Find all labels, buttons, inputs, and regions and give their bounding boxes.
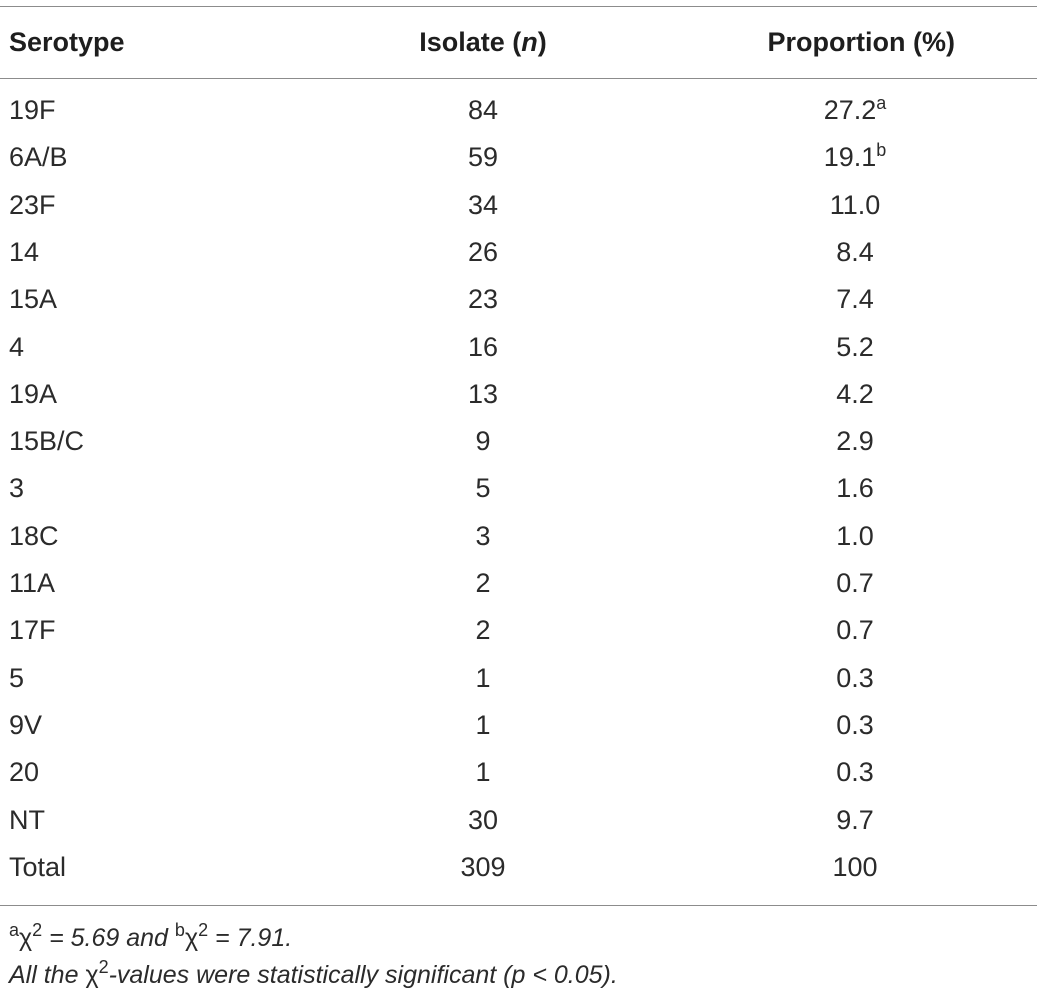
chi-square-exponent: 2 xyxy=(32,920,43,940)
footnote-mark: a xyxy=(876,93,887,113)
cell-proportion: 0.7 xyxy=(755,614,955,646)
cell-serotype: NT xyxy=(9,805,45,835)
cell-serotype: 15A xyxy=(9,284,58,314)
cell-serotype: 18C xyxy=(9,521,59,551)
proportion-value: 0.3 xyxy=(836,710,874,740)
cell-isolate: 59 xyxy=(467,142,499,172)
header-isolate-n: n xyxy=(521,27,538,57)
cell-isolate: 84 xyxy=(467,95,499,125)
proportion-value: 11.0 xyxy=(829,190,881,220)
cell-isolate: 26 xyxy=(467,237,499,267)
cell-isolate: 9 xyxy=(475,426,491,456)
cell-isolate: 1 xyxy=(475,757,491,787)
table-bottom-rule xyxy=(0,905,1037,906)
cell-proportion: 11.0 xyxy=(755,189,955,221)
cell-proportion: 4.2 xyxy=(755,378,955,410)
chi-symbol: χ xyxy=(85,961,99,989)
proportion-value: 7.4 xyxy=(836,284,874,314)
table-header-rule xyxy=(0,78,1037,79)
cell-proportion: 1.0 xyxy=(755,520,955,552)
cell-isolate: 1 xyxy=(475,663,491,693)
cell-isolate: 1 xyxy=(475,710,491,740)
cell-serotype: 14 xyxy=(9,237,40,267)
footnote-significance: All the χ2-values were statistically sig… xyxy=(9,957,618,991)
cell-proportion: 19.1b xyxy=(755,141,955,173)
proportion-value: 0.7 xyxy=(836,568,874,598)
cell-serotype: 23F xyxy=(9,190,56,220)
cell-proportion: 0.3 xyxy=(755,709,955,741)
footnote-significance-pre: All the xyxy=(9,961,86,989)
cell-proportion: 5.2 xyxy=(755,331,955,363)
chi-square-exponent: 2 xyxy=(198,920,209,940)
footnote-text-b: = 7.91. xyxy=(208,924,293,952)
cell-serotype: 3 xyxy=(9,473,25,503)
header-isolate-suffix: ) xyxy=(537,27,547,57)
cell-isolate: 3 xyxy=(475,521,491,551)
proportion-value: 1.0 xyxy=(836,521,874,551)
cell-isolate: 2 xyxy=(475,615,491,645)
cell-isolate: 309 xyxy=(460,852,506,882)
cell-serotype: Total xyxy=(9,852,67,882)
footnote-mark: b xyxy=(876,140,887,160)
cell-proportion: 100 xyxy=(755,851,955,883)
header-isolate-prefix: Isolate ( xyxy=(419,27,522,57)
cell-isolate: 5 xyxy=(475,473,491,503)
cell-proportion: 7.4 xyxy=(755,283,955,315)
cell-serotype: 19F xyxy=(9,95,56,125)
cell-serotype: 17F xyxy=(9,615,56,645)
proportion-value: 2.9 xyxy=(836,426,874,456)
cell-serotype: 4 xyxy=(9,332,25,362)
cell-isolate: 30 xyxy=(467,805,499,835)
header-isolate: Isolate (n) xyxy=(383,25,583,59)
cell-proportion: 27.2a xyxy=(755,94,955,126)
proportion-value: 27.2 xyxy=(823,95,877,125)
proportion-value: 0.3 xyxy=(836,663,874,693)
cell-proportion: 1.6 xyxy=(755,472,955,504)
cell-proportion: 8.4 xyxy=(755,236,955,268)
proportion-value: 5.2 xyxy=(836,332,874,362)
cell-proportion: 0.7 xyxy=(755,567,955,599)
cell-isolate: 13 xyxy=(467,379,499,409)
footnote-text-a: = 5.69 and xyxy=(42,924,175,952)
cell-isolate: 16 xyxy=(467,332,499,362)
cell-proportion: 9.7 xyxy=(755,804,955,836)
cell-proportion: 2.9 xyxy=(755,425,955,457)
cell-isolate: 2 xyxy=(475,568,491,598)
chi-square-exponent: 2 xyxy=(98,957,109,977)
footnote-chi-values: aχ2 = 5.69 and bχ2 = 7.91. xyxy=(9,920,293,954)
cell-isolate: 23 xyxy=(467,284,499,314)
cell-serotype: 19A xyxy=(9,379,58,409)
chi-symbol: χ xyxy=(19,924,33,952)
proportion-value: 8.4 xyxy=(836,237,874,267)
proportion-value: 100 xyxy=(832,852,878,882)
footnote-mark-a: a xyxy=(9,920,20,940)
cell-serotype: 15B/C xyxy=(9,426,85,456)
cell-proportion: 0.3 xyxy=(755,662,955,694)
footnote-significance-post: -values were statistically significant (… xyxy=(108,961,618,989)
proportion-value: 1.6 xyxy=(836,473,874,503)
proportion-value: 19.1 xyxy=(823,142,877,172)
cell-serotype: 11A xyxy=(9,568,56,598)
cell-proportion: 0.3 xyxy=(755,756,955,788)
header-serotype: Serotype xyxy=(9,27,125,57)
proportion-value: 0.7 xyxy=(836,615,874,645)
table-top-rule xyxy=(0,6,1037,7)
cell-serotype: 5 xyxy=(9,663,25,693)
proportion-value: 0.3 xyxy=(836,757,874,787)
cell-serotype: 9V xyxy=(9,710,43,740)
proportion-value: 9.7 xyxy=(836,805,874,835)
header-proportion: Proportion (%) xyxy=(767,27,955,57)
chi-symbol: χ xyxy=(184,924,199,952)
proportion-value: 4.2 xyxy=(836,379,874,409)
cell-isolate: 34 xyxy=(467,190,499,220)
footnote-mark-b: b xyxy=(174,920,185,940)
cell-serotype: 20 xyxy=(9,757,40,787)
cell-serotype: 6A/B xyxy=(9,142,68,172)
